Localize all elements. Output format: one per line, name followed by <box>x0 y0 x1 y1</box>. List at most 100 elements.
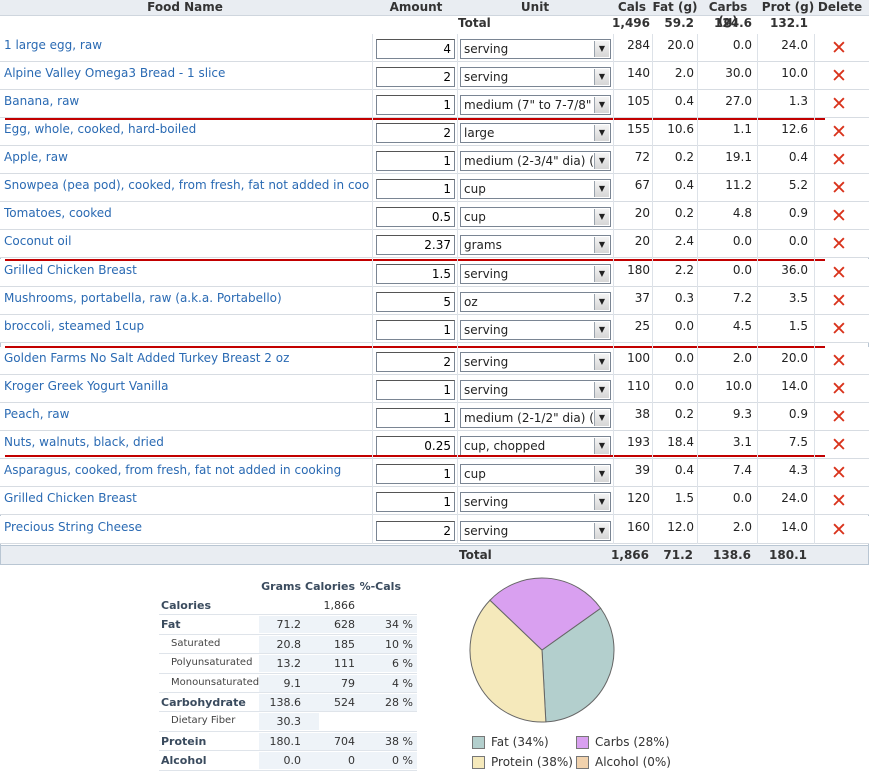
delete-x-icon[interactable]: ✕ <box>831 318 847 340</box>
summary-row: Protein 180.1 704 38 % <box>159 732 417 752</box>
delete-x-icon[interactable]: ✕ <box>831 519 847 541</box>
amount-input[interactable] <box>376 408 455 428</box>
unit-select[interactable]: medium (2-3/4" dia) (a ▼ <box>460 151 611 171</box>
unit-select[interactable]: serving ▼ <box>460 67 611 87</box>
food-name-link[interactable]: 1 large egg, raw <box>4 38 103 52</box>
amount-input[interactable] <box>376 292 455 312</box>
chevron-down-icon[interactable]: ▼ <box>594 237 609 253</box>
amount-input[interactable] <box>376 179 455 199</box>
chevron-down-icon[interactable]: ▼ <box>594 125 609 141</box>
chevron-down-icon[interactable]: ▼ <box>594 410 609 426</box>
cell-cals: 155 <box>627 122 650 136</box>
chevron-down-icon[interactable]: ▼ <box>594 181 609 197</box>
unit-select[interactable]: oz ▼ <box>460 292 611 312</box>
legend-label: Alcohol (0%) <box>595 755 671 769</box>
amount-input[interactable] <box>376 123 455 143</box>
amount-input[interactable] <box>376 380 455 400</box>
chevron-down-icon[interactable]: ▼ <box>594 69 609 85</box>
unit-select[interactable]: serving ▼ <box>460 320 611 340</box>
delete-x-icon[interactable]: ✕ <box>831 406 847 428</box>
food-name-link[interactable]: Grilled Chicken Breast <box>4 263 137 277</box>
delete-x-icon[interactable]: ✕ <box>831 177 847 199</box>
chevron-down-icon[interactable]: ▼ <box>594 494 609 510</box>
unit-select[interactable]: serving ▼ <box>460 352 611 372</box>
unit-select[interactable]: cup, chopped ▼ <box>460 436 611 456</box>
chevron-down-icon[interactable]: ▼ <box>594 466 609 482</box>
chevron-down-icon[interactable]: ▼ <box>594 266 609 282</box>
amount-input[interactable] <box>376 264 455 284</box>
chevron-down-icon[interactable]: ▼ <box>594 153 609 169</box>
delete-x-icon[interactable]: ✕ <box>831 121 847 143</box>
food-name-link[interactable]: Kroger Greek Yogurt Vanilla <box>4 379 169 393</box>
food-name-link[interactable]: Mushrooms, portabella, raw (a.k.a. Porta… <box>4 291 282 305</box>
summary-pct: 38 % <box>385 734 413 748</box>
unit-select[interactable]: medium (2-1/2" dia) (a ▼ <box>460 408 611 428</box>
food-name-link[interactable]: Tomatoes, cooked <box>4 206 112 220</box>
amount-input[interactable] <box>376 67 455 87</box>
unit-select[interactable]: large ▼ <box>460 123 611 143</box>
amount-input[interactable] <box>376 320 455 340</box>
delete-x-icon[interactable]: ✕ <box>831 262 847 284</box>
cell-cals: 38 <box>634 407 650 421</box>
chevron-down-icon[interactable]: ▼ <box>594 41 609 57</box>
chevron-down-icon[interactable]: ▼ <box>594 382 609 398</box>
food-name-link[interactable]: Snowpea (pea pod), cooked, from fresh, f… <box>4 178 369 192</box>
delete-x-icon[interactable]: ✕ <box>831 149 847 171</box>
unit-select[interactable]: serving ▼ <box>460 264 611 284</box>
delete-x-icon[interactable]: ✕ <box>831 490 847 512</box>
delete-x-icon[interactable]: ✕ <box>831 205 847 227</box>
food-name-link[interactable]: Nuts, walnuts, black, dried <box>4 435 164 449</box>
amount-input[interactable] <box>376 464 455 484</box>
delete-x-icon[interactable]: ✕ <box>831 378 847 400</box>
food-name-link[interactable]: broccoli, steamed 1cup <box>4 319 145 333</box>
chevron-down-icon[interactable]: ▼ <box>594 209 609 225</box>
delete-x-icon[interactable]: ✕ <box>831 233 847 255</box>
amount-input[interactable] <box>376 207 455 227</box>
cell-fat: 1.5 <box>674 491 694 505</box>
amount-input[interactable] <box>376 235 455 255</box>
amount-input[interactable] <box>376 436 455 456</box>
unit-select[interactable]: serving ▼ <box>460 492 611 512</box>
table-row: Nuts, walnuts, black, dried cup, chopped ▼… <box>0 431 869 459</box>
unit-select[interactable]: serving ▼ <box>460 39 611 59</box>
food-name-link[interactable]: Egg, whole, cooked, hard-boiled <box>4 122 197 136</box>
food-name-link[interactable]: Alpine Valley Omega3 Bread - 1 slice <box>4 66 226 80</box>
chevron-down-icon[interactable]: ▼ <box>594 354 609 370</box>
food-name-link[interactable]: Grilled Chicken Breast <box>4 491 137 505</box>
summary-calories: 111 <box>334 657 355 671</box>
unit-select[interactable]: grams ▼ <box>460 235 611 255</box>
delete-x-icon[interactable]: ✕ <box>831 290 847 312</box>
unit-select[interactable]: cup ▼ <box>460 207 611 227</box>
unit-select[interactable]: medium (7" to 7-7/8" lo ▼ <box>460 95 611 115</box>
chevron-down-icon[interactable]: ▼ <box>594 322 609 338</box>
delete-x-icon[interactable]: ✕ <box>831 93 847 115</box>
amount-input[interactable] <box>376 151 455 171</box>
food-name-link[interactable]: Asparagus, cooked, from fresh, fat not a… <box>4 463 342 477</box>
cell-prot: 14.0 <box>781 520 808 534</box>
unit-select[interactable]: serving ▼ <box>460 521 611 541</box>
delete-x-icon[interactable]: ✕ <box>831 462 847 484</box>
chevron-down-icon[interactable]: ▼ <box>594 294 609 310</box>
delete-x-icon[interactable]: ✕ <box>831 37 847 59</box>
delete-x-icon[interactable]: ✕ <box>831 434 847 456</box>
amount-input[interactable] <box>376 95 455 115</box>
amount-input[interactable] <box>376 39 455 59</box>
amount-input[interactable] <box>376 521 455 541</box>
unit-select-value: cup <box>464 467 486 481</box>
food-name-link[interactable]: Banana, raw <box>4 94 80 108</box>
amount-input[interactable] <box>376 352 455 372</box>
chevron-down-icon[interactable]: ▼ <box>594 438 609 454</box>
delete-x-icon[interactable]: ✕ <box>831 65 847 87</box>
unit-select[interactable]: serving ▼ <box>460 380 611 400</box>
chevron-down-icon[interactable]: ▼ <box>594 97 609 113</box>
chevron-down-icon[interactable]: ▼ <box>594 523 609 539</box>
food-name-link[interactable]: Apple, raw <box>4 150 68 164</box>
food-name-link[interactable]: Golden Farms No Salt Added Turkey Breast… <box>4 351 290 365</box>
food-name-link[interactable]: Coconut oil <box>4 234 72 248</box>
amount-input[interactable] <box>376 492 455 512</box>
unit-select[interactable]: cup ▼ <box>460 464 611 484</box>
unit-select[interactable]: cup ▼ <box>460 179 611 199</box>
food-name-link[interactable]: Precious String Cheese <box>4 520 143 534</box>
food-name-link[interactable]: Peach, raw <box>4 407 70 421</box>
delete-x-icon[interactable]: ✕ <box>831 350 847 372</box>
